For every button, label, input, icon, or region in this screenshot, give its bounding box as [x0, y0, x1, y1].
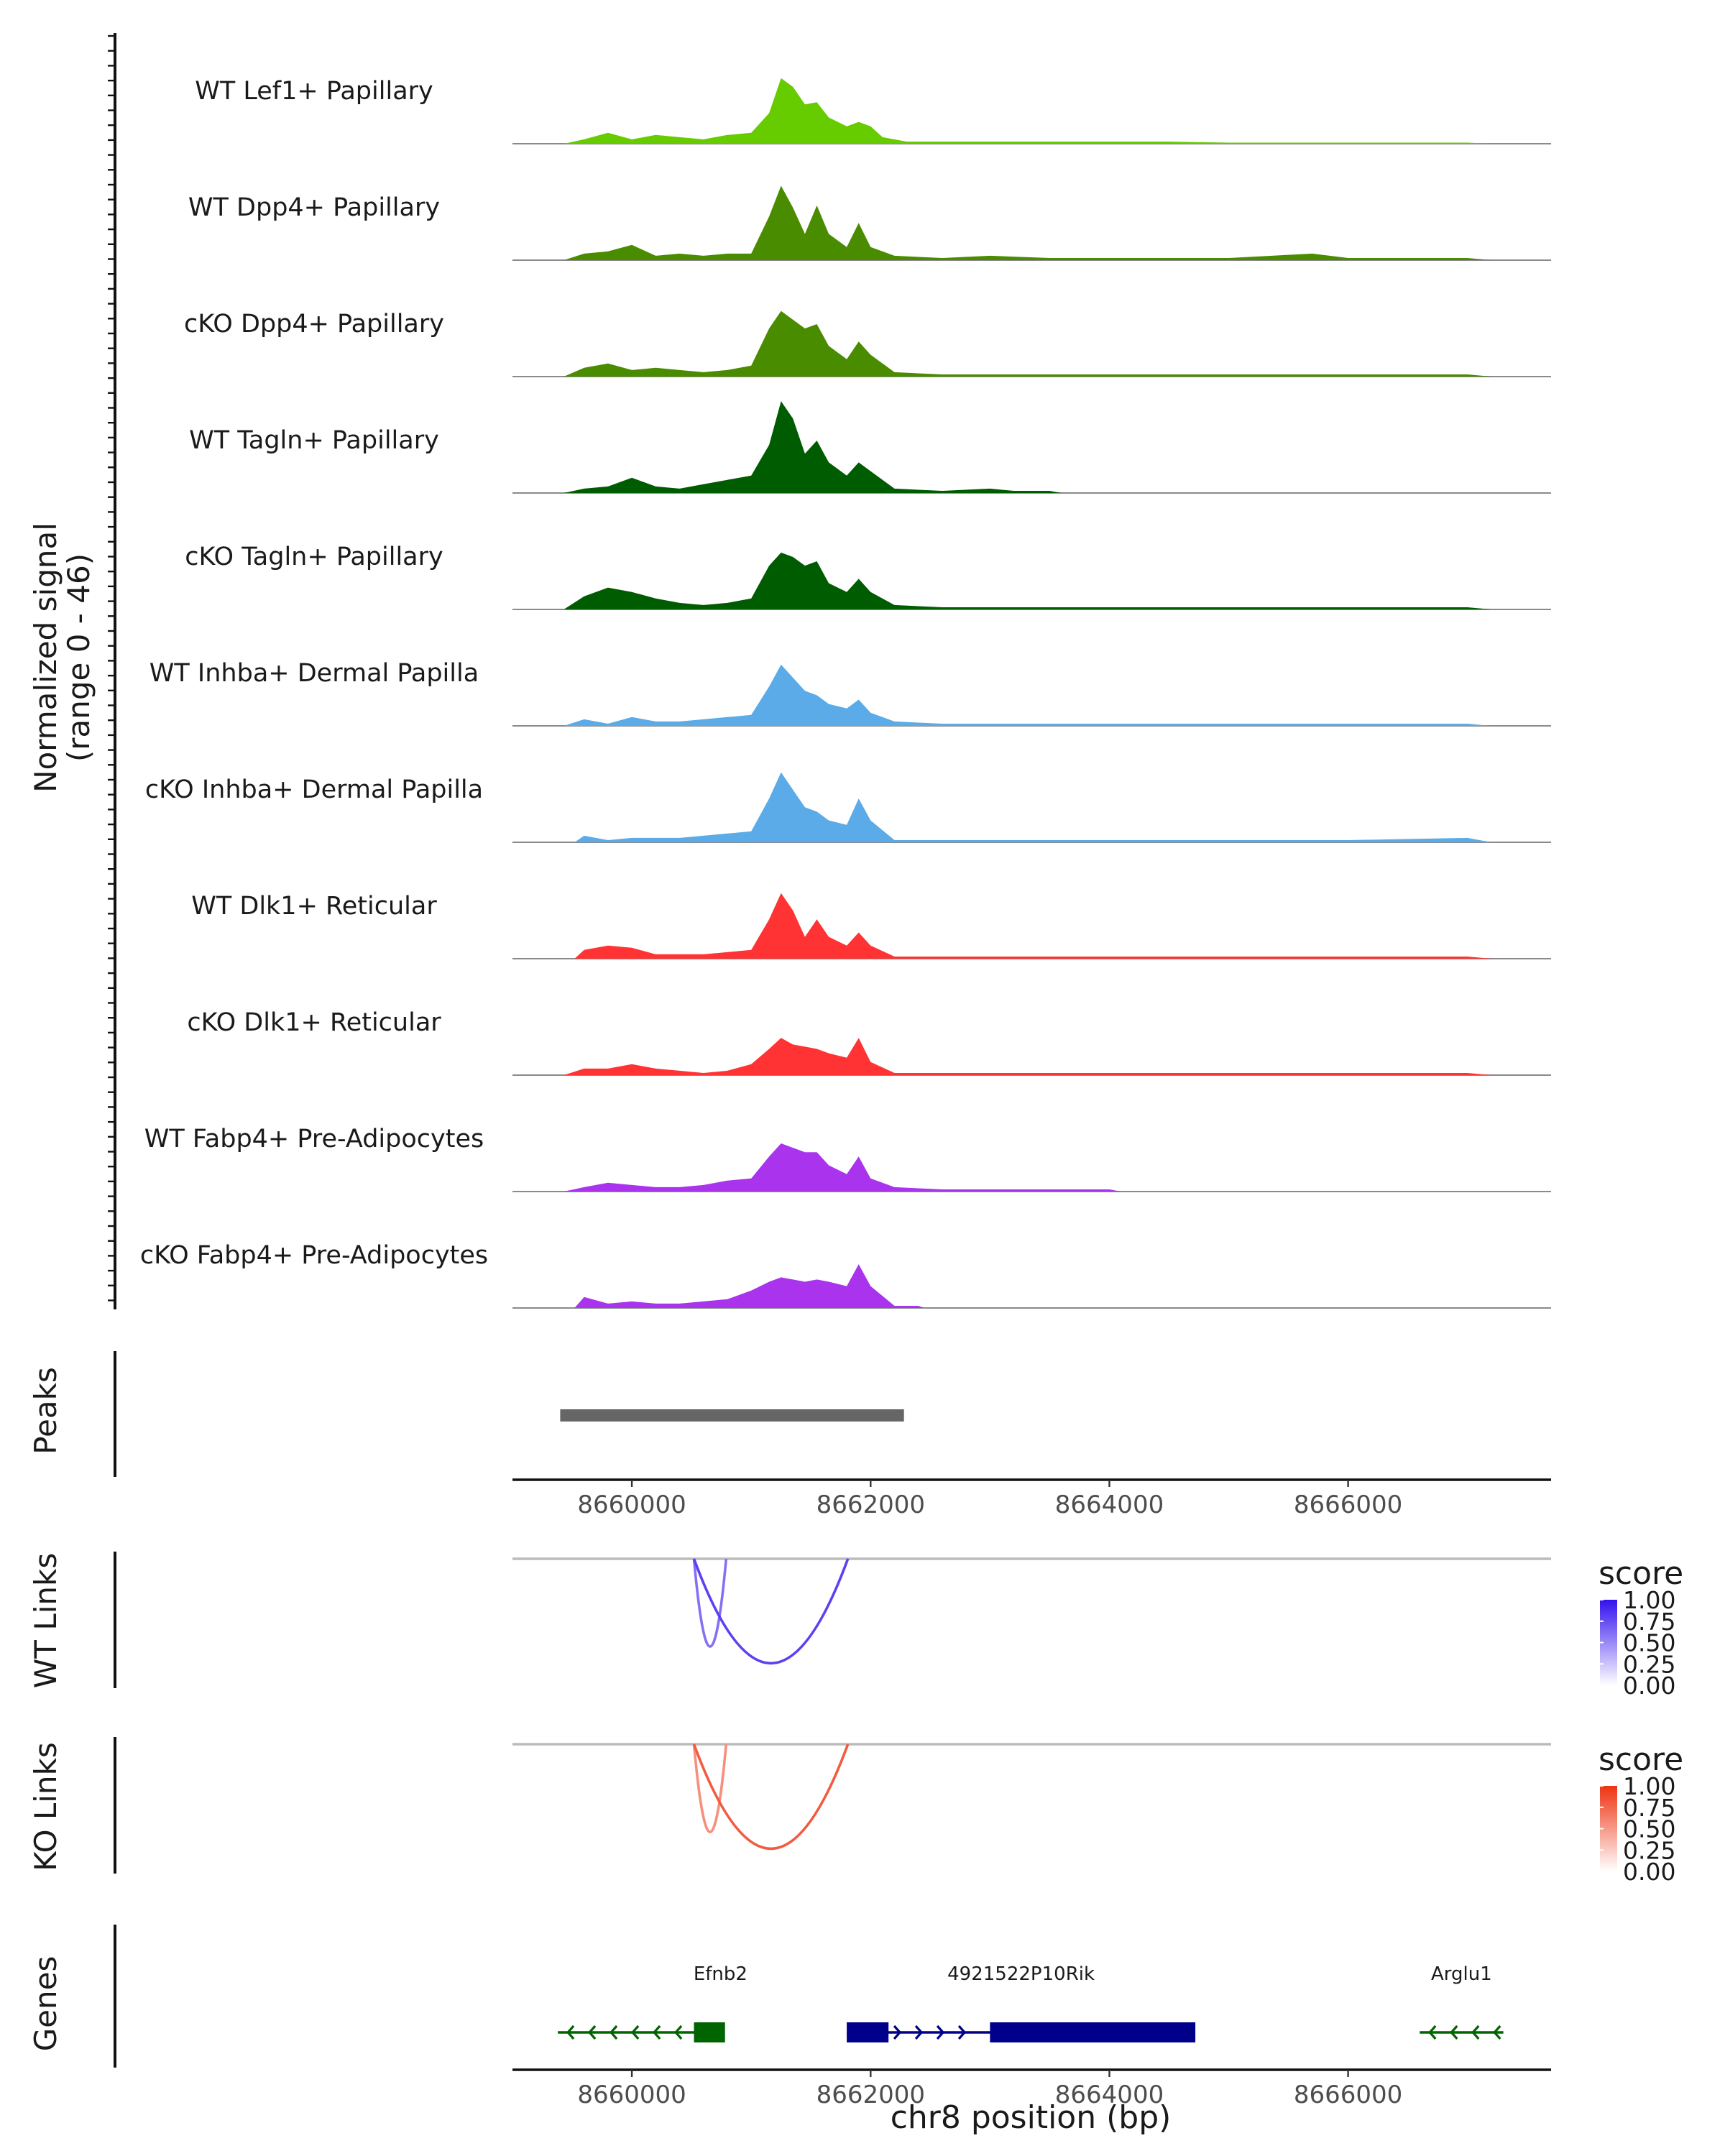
coverage-area [564, 664, 1491, 726]
gene-exon [694, 2022, 725, 2042]
strand-arrow [673, 2024, 683, 2040]
coverage-track: cKO Fabp4+ Pre-Adipocytes [140, 1241, 1551, 1309]
ko-legend-title: score [1598, 1741, 1683, 1778]
coverage-area [574, 772, 1491, 842]
wt-legend-title: score [1598, 1555, 1683, 1592]
strand-arrow [630, 2024, 640, 2040]
links-panel: 1.000.750.500.250.00 [114, 1737, 1675, 1886]
strand-arrow [566, 2024, 575, 2040]
track-label: WT Lef1+ Papillary [195, 77, 433, 106]
x-tick-label: 8666000 [1294, 1491, 1402, 1519]
coverage-track: cKO Tagln+ Papillary [185, 543, 1551, 610]
x-tick-label: 8662000 [816, 2081, 925, 2109]
genes-label: Genes [28, 1956, 63, 2052]
strand-arrow [587, 2024, 597, 2040]
gene-model: Arglu1 [1420, 1963, 1504, 2040]
x-tick-label: 8666000 [1294, 2081, 1402, 2109]
coverage-area [564, 185, 1491, 260]
gene-label: 4921522P10Rik [947, 1963, 1095, 1985]
coverage-area [564, 1038, 1491, 1075]
strand-arrow [1450, 2024, 1458, 2040]
legend-tick-label: 0.75 [1623, 1794, 1675, 1822]
coverage-track: WT Fabp4+ Pre-Adipocytes [144, 1125, 1551, 1192]
legend-tick-label: 1.00 [1623, 1772, 1675, 1800]
y-axis-label: Normalized signal [28, 522, 63, 793]
x-tick-label: 8664000 [1055, 1491, 1164, 1519]
strand-arrow [893, 2024, 902, 2040]
coverage-track: WT Inhba+ Dermal Papilla [150, 659, 1551, 727]
gene-exon [847, 2022, 889, 2042]
strand-arrow [652, 2024, 661, 2040]
track-label: cKO Inhba+ Dermal Papilla [145, 775, 483, 804]
legend-tick-label: 0.25 [1623, 1836, 1675, 1864]
position-axis-bottom: 8660000 8662000 8664000 8666000 [512, 2068, 1551, 2109]
track-label: cKO Fabp4+ Pre-Adipocytes [140, 1241, 488, 1270]
legend-tick-label: 0.00 [1623, 1858, 1675, 1886]
coverage-area [574, 1264, 924, 1308]
track-label: WT Fabp4+ Pre-Adipocytes [144, 1125, 484, 1153]
x-tick-label: 8664000 [1055, 2081, 1164, 2109]
strand-arrow [1428, 2024, 1437, 2040]
link-arc [692, 1743, 850, 1850]
coverage-area [564, 310, 1491, 377]
strand-arrow [1471, 2024, 1480, 2040]
coverage-track: cKO Dlk1+ Reticular [187, 1008, 1551, 1076]
peaks-panel [114, 1351, 904, 1477]
coverage-area [564, 78, 1491, 144]
genes-panel: Efnb2 4921522P10Rik Arglu1 [114, 1925, 1504, 2068]
coverage-area [564, 1143, 1122, 1192]
track-label: WT Inhba+ Dermal Papilla [150, 659, 479, 688]
gene-model: Efnb2 [558, 1963, 748, 2042]
link-arc [692, 1558, 728, 1648]
x-tick-label: 8660000 [577, 2081, 686, 2109]
track-label: cKO Dpp4+ Papillary [184, 310, 444, 338]
track-label: WT Dpp4+ Papillary [188, 193, 440, 222]
track-label: cKO Dlk1+ Reticular [187, 1008, 441, 1037]
x-axis-label: chr8 position (bp) [891, 2099, 1172, 2136]
coverage-track: WT Tagln+ Papillary [189, 401, 1551, 494]
links-panels: 1.000.750.500.250.001.000.750.500.250.00 [114, 1552, 1675, 1886]
coverage-track: WT Dlk1+ Reticular [191, 892, 1551, 959]
x-tick-label: 8662000 [816, 1491, 925, 1519]
strand-arrow [609, 2024, 618, 2040]
gene-model: 4921522P10Rik [847, 1963, 1196, 2042]
peak-region [560, 1409, 904, 1422]
links-panel: 1.000.750.500.250.00 [114, 1552, 1675, 1700]
coverage-track: cKO Inhba+ Dermal Papilla [145, 772, 1551, 843]
legend-tick-label: 0.50 [1623, 1629, 1675, 1657]
strand-arrow [957, 2024, 967, 2040]
wt-links-label: WT Links [28, 1553, 63, 1688]
gene-label: Efnb2 [694, 1963, 748, 1985]
coverage-area [564, 401, 1062, 493]
gene-exon [990, 2022, 1196, 2042]
link-arc [692, 1558, 850, 1664]
track-label: WT Dlk1+ Reticular [191, 892, 437, 921]
coverage-track: cKO Dpp4+ Papillary [184, 310, 1551, 377]
strand-arrow [1493, 2024, 1501, 2040]
ko-links-label: KO Links [28, 1742, 63, 1871]
peaks-label: Peaks [28, 1367, 63, 1455]
strand-arrow [936, 2024, 945, 2040]
coverage-track: WT Dpp4+ Papillary [188, 185, 1551, 261]
coverage-panel: WT Lef1+ Papillary WT Dpp4+ Papillary cKO … [108, 33, 1551, 1309]
legend-tick-label: 0.50 [1623, 1815, 1675, 1843]
x-tick-label: 8660000 [577, 1491, 686, 1519]
coverage-area [574, 893, 1491, 959]
coverage-track: WT Lef1+ Papillary [195, 77, 1551, 144]
strand-arrow [914, 2024, 924, 2040]
track-label: WT Tagln+ Papillary [189, 426, 439, 455]
legend-tick-label: 1.00 [1623, 1586, 1675, 1614]
gene-label: Arglu1 [1431, 1963, 1492, 1985]
legend-tick-label: 0.75 [1623, 1608, 1675, 1636]
link-arc [692, 1743, 728, 1833]
coverage-area [564, 552, 1491, 609]
track-label: cKO Tagln+ Papillary [185, 543, 443, 571]
position-axis-top: 8660000 8662000 8664000 8666000 [512, 1478, 1551, 1519]
legend-tick-label: 0.00 [1623, 1672, 1675, 1700]
legend-tick-label: 0.25 [1623, 1650, 1675, 1678]
y-axis-range-label: (range 0 - 46) [61, 553, 96, 762]
